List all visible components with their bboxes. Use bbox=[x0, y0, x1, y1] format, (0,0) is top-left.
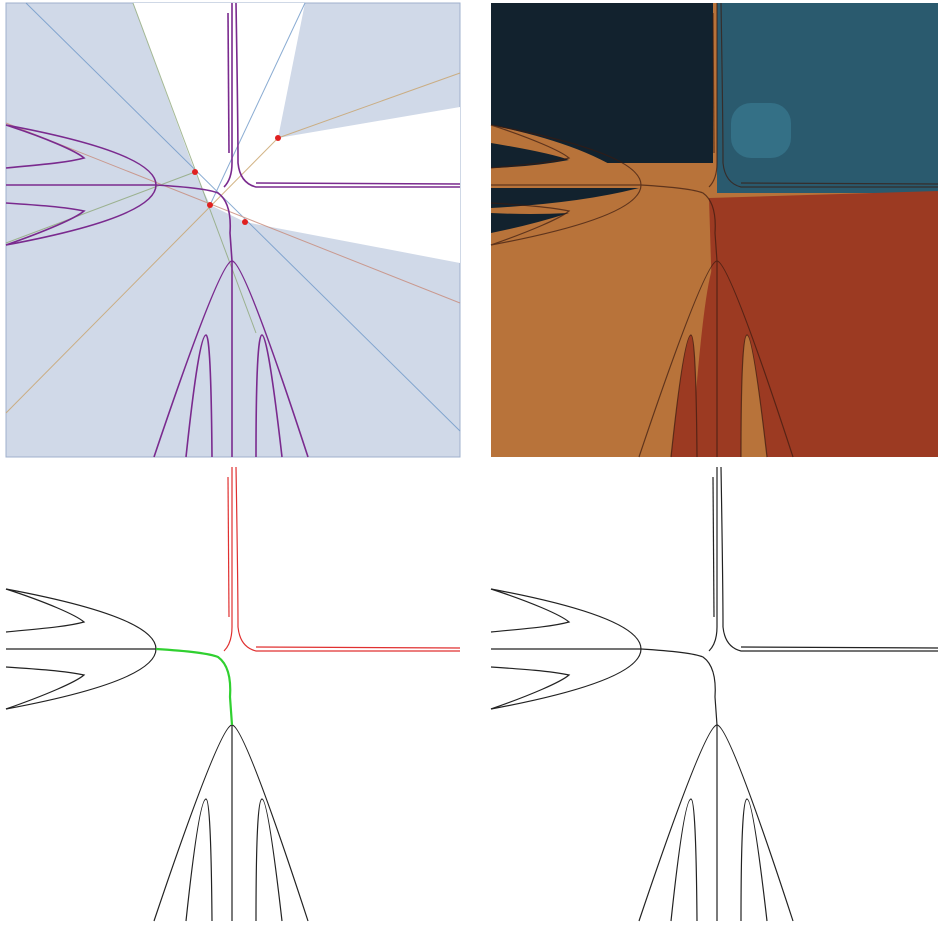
line bbox=[5, 171, 196, 244]
line bbox=[5, 137, 279, 414]
trace-panel-colored bbox=[5, 466, 461, 922]
basin-navy-finger bbox=[491, 188, 639, 208]
basin-red-finger bbox=[691, 261, 741, 457]
line bbox=[132, 2, 257, 334]
basin-panel bbox=[490, 2, 938, 458]
point bbox=[207, 202, 213, 208]
line bbox=[209, 2, 306, 206]
line bbox=[277, 72, 461, 139]
basin-teal-core bbox=[731, 103, 791, 158]
curves bbox=[5, 588, 309, 922]
curves bbox=[490, 466, 938, 922]
basin-navy-finger bbox=[491, 213, 569, 233]
point bbox=[275, 135, 281, 141]
green-curves bbox=[154, 647, 234, 727]
basin-red bbox=[709, 191, 938, 457]
line bbox=[5, 122, 461, 304]
white-region bbox=[133, 3, 460, 263]
red-curves bbox=[223, 466, 461, 652]
basin-red-finger bbox=[671, 335, 697, 457]
point bbox=[242, 219, 248, 225]
straight-lines bbox=[5, 2, 461, 432]
trace-panel-mono bbox=[490, 466, 938, 922]
point bbox=[192, 169, 198, 175]
panel-regions bbox=[5, 2, 461, 458]
basin-orange-finger bbox=[741, 335, 767, 457]
points bbox=[192, 135, 281, 225]
basin-orange-finger bbox=[491, 125, 641, 185]
basin-teal bbox=[717, 3, 938, 193]
